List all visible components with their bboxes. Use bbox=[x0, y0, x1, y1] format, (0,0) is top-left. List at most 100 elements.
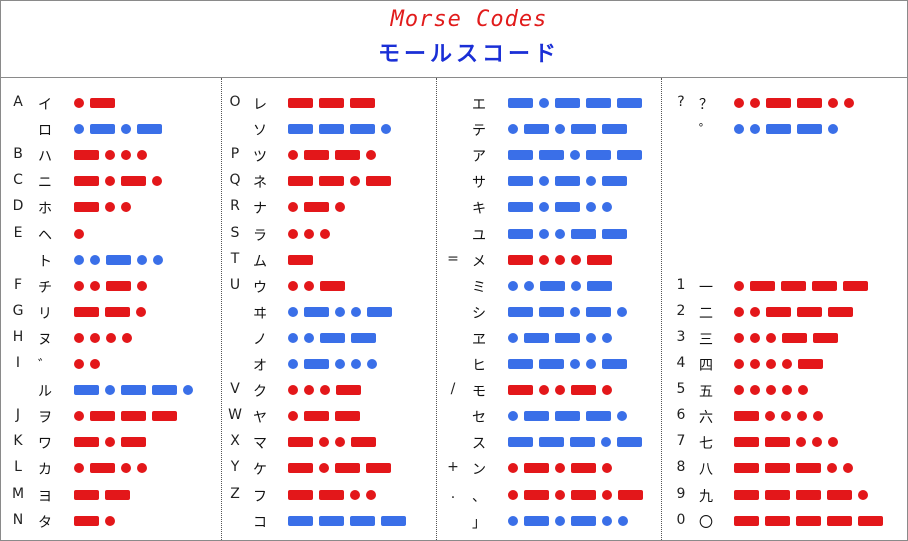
morse-dash bbox=[827, 515, 852, 526]
morse-dot bbox=[539, 385, 549, 396]
morse-code bbox=[288, 489, 382, 501]
kana-char: ゛ bbox=[38, 358, 52, 374]
kana-char: サ bbox=[472, 175, 486, 192]
morse-dash bbox=[288, 124, 313, 135]
morse-dot bbox=[90, 254, 100, 265]
latin-char: 3 bbox=[676, 328, 686, 345]
morse-dash bbox=[766, 124, 791, 135]
morse-dot bbox=[812, 437, 822, 448]
kana-char: ネ bbox=[253, 175, 267, 192]
morse-dot bbox=[288, 332, 298, 343]
morse-dot bbox=[335, 202, 345, 213]
kana-char: ル bbox=[38, 384, 52, 401]
morse-dot bbox=[288, 150, 298, 161]
kana-char: 一 bbox=[699, 279, 713, 296]
kana-char: コ bbox=[253, 514, 267, 531]
morse-dash bbox=[797, 98, 822, 108]
latin-char: 6 bbox=[676, 407, 686, 424]
latin-char: E bbox=[13, 224, 23, 241]
morse-dot bbox=[524, 280, 534, 291]
morse-dash bbox=[288, 98, 313, 108]
morse-dash bbox=[539, 150, 564, 161]
kana-char: ヨ bbox=[38, 488, 52, 505]
kana-char: シ bbox=[472, 305, 486, 322]
latin-char: . bbox=[450, 485, 456, 502]
morse-dash bbox=[734, 515, 759, 526]
kana-char: キ bbox=[472, 201, 486, 218]
morse-code bbox=[74, 384, 199, 396]
morse-dash bbox=[350, 124, 375, 135]
morse-dash bbox=[319, 124, 344, 135]
kana-char: マ bbox=[253, 436, 267, 453]
latin-char: Q bbox=[229, 172, 241, 189]
morse-dash bbox=[571, 463, 596, 474]
morse-dot bbox=[304, 332, 314, 343]
morse-code bbox=[288, 306, 398, 318]
kana-char: ヰ bbox=[253, 305, 267, 322]
morse-dash bbox=[858, 515, 883, 526]
morse-code bbox=[508, 384, 618, 396]
morse-dash bbox=[765, 489, 790, 500]
morse-code bbox=[74, 515, 121, 527]
header-divider bbox=[1, 77, 907, 78]
morse-dot bbox=[508, 515, 518, 526]
morse-dash bbox=[765, 515, 790, 526]
latin-char: 5 bbox=[676, 381, 686, 398]
morse-dot bbox=[105, 176, 115, 187]
morse-dot bbox=[304, 280, 314, 291]
morse-code bbox=[734, 332, 844, 344]
morse-dot bbox=[539, 254, 549, 265]
latin-char: O bbox=[229, 94, 241, 110]
morse-dot bbox=[351, 359, 361, 369]
morse-dash bbox=[351, 437, 376, 448]
morse-dot bbox=[319, 437, 329, 448]
morse-dot bbox=[555, 489, 565, 500]
morse-code bbox=[508, 280, 618, 292]
latin-char: P bbox=[230, 146, 240, 163]
morse-dot bbox=[766, 332, 776, 343]
morse-dash bbox=[90, 463, 115, 474]
latin-char: 1 bbox=[676, 276, 686, 293]
morse-code bbox=[508, 489, 649, 501]
morse-dash bbox=[152, 411, 177, 422]
morse-dot bbox=[508, 332, 518, 343]
latin-char: 4 bbox=[676, 355, 686, 371]
morse-code bbox=[74, 489, 136, 501]
morse-dot bbox=[734, 359, 744, 369]
morse-dash bbox=[797, 124, 822, 135]
morse-dash bbox=[288, 437, 313, 448]
morse-dot bbox=[106, 332, 116, 343]
latin-char: Z bbox=[230, 485, 240, 502]
morse-dot bbox=[122, 332, 132, 343]
morse-code bbox=[74, 175, 168, 187]
kana-char: ？ bbox=[699, 97, 713, 113]
morse-dot bbox=[74, 359, 84, 369]
morse-code bbox=[288, 175, 397, 187]
morse-dot bbox=[508, 124, 518, 135]
morse-code bbox=[508, 306, 633, 318]
kana-char: ヤ bbox=[253, 410, 267, 427]
morse-dot bbox=[570, 306, 580, 317]
morse-dot bbox=[827, 463, 837, 474]
kana-char: 四 bbox=[699, 358, 713, 374]
morse-dash bbox=[618, 489, 643, 500]
morse-dash bbox=[288, 254, 313, 265]
morse-dash bbox=[524, 489, 549, 500]
morse-dot bbox=[366, 489, 376, 500]
morse-dash bbox=[586, 150, 611, 161]
morse-dot bbox=[586, 202, 596, 213]
kana-char: ラ bbox=[253, 227, 267, 244]
morse-dash bbox=[734, 463, 759, 474]
morse-dash bbox=[765, 437, 790, 448]
morse-dot bbox=[137, 280, 147, 291]
morse-code bbox=[74, 436, 152, 448]
morse-code bbox=[288, 254, 319, 266]
morse-dot bbox=[105, 437, 115, 448]
kana-char: ロ bbox=[38, 123, 52, 140]
morse-dash bbox=[571, 385, 596, 396]
morse-code bbox=[734, 280, 874, 292]
morse-dot bbox=[844, 98, 854, 108]
morse-dash bbox=[797, 306, 822, 317]
morse-dot bbox=[750, 306, 760, 317]
latin-char: W bbox=[228, 407, 242, 424]
